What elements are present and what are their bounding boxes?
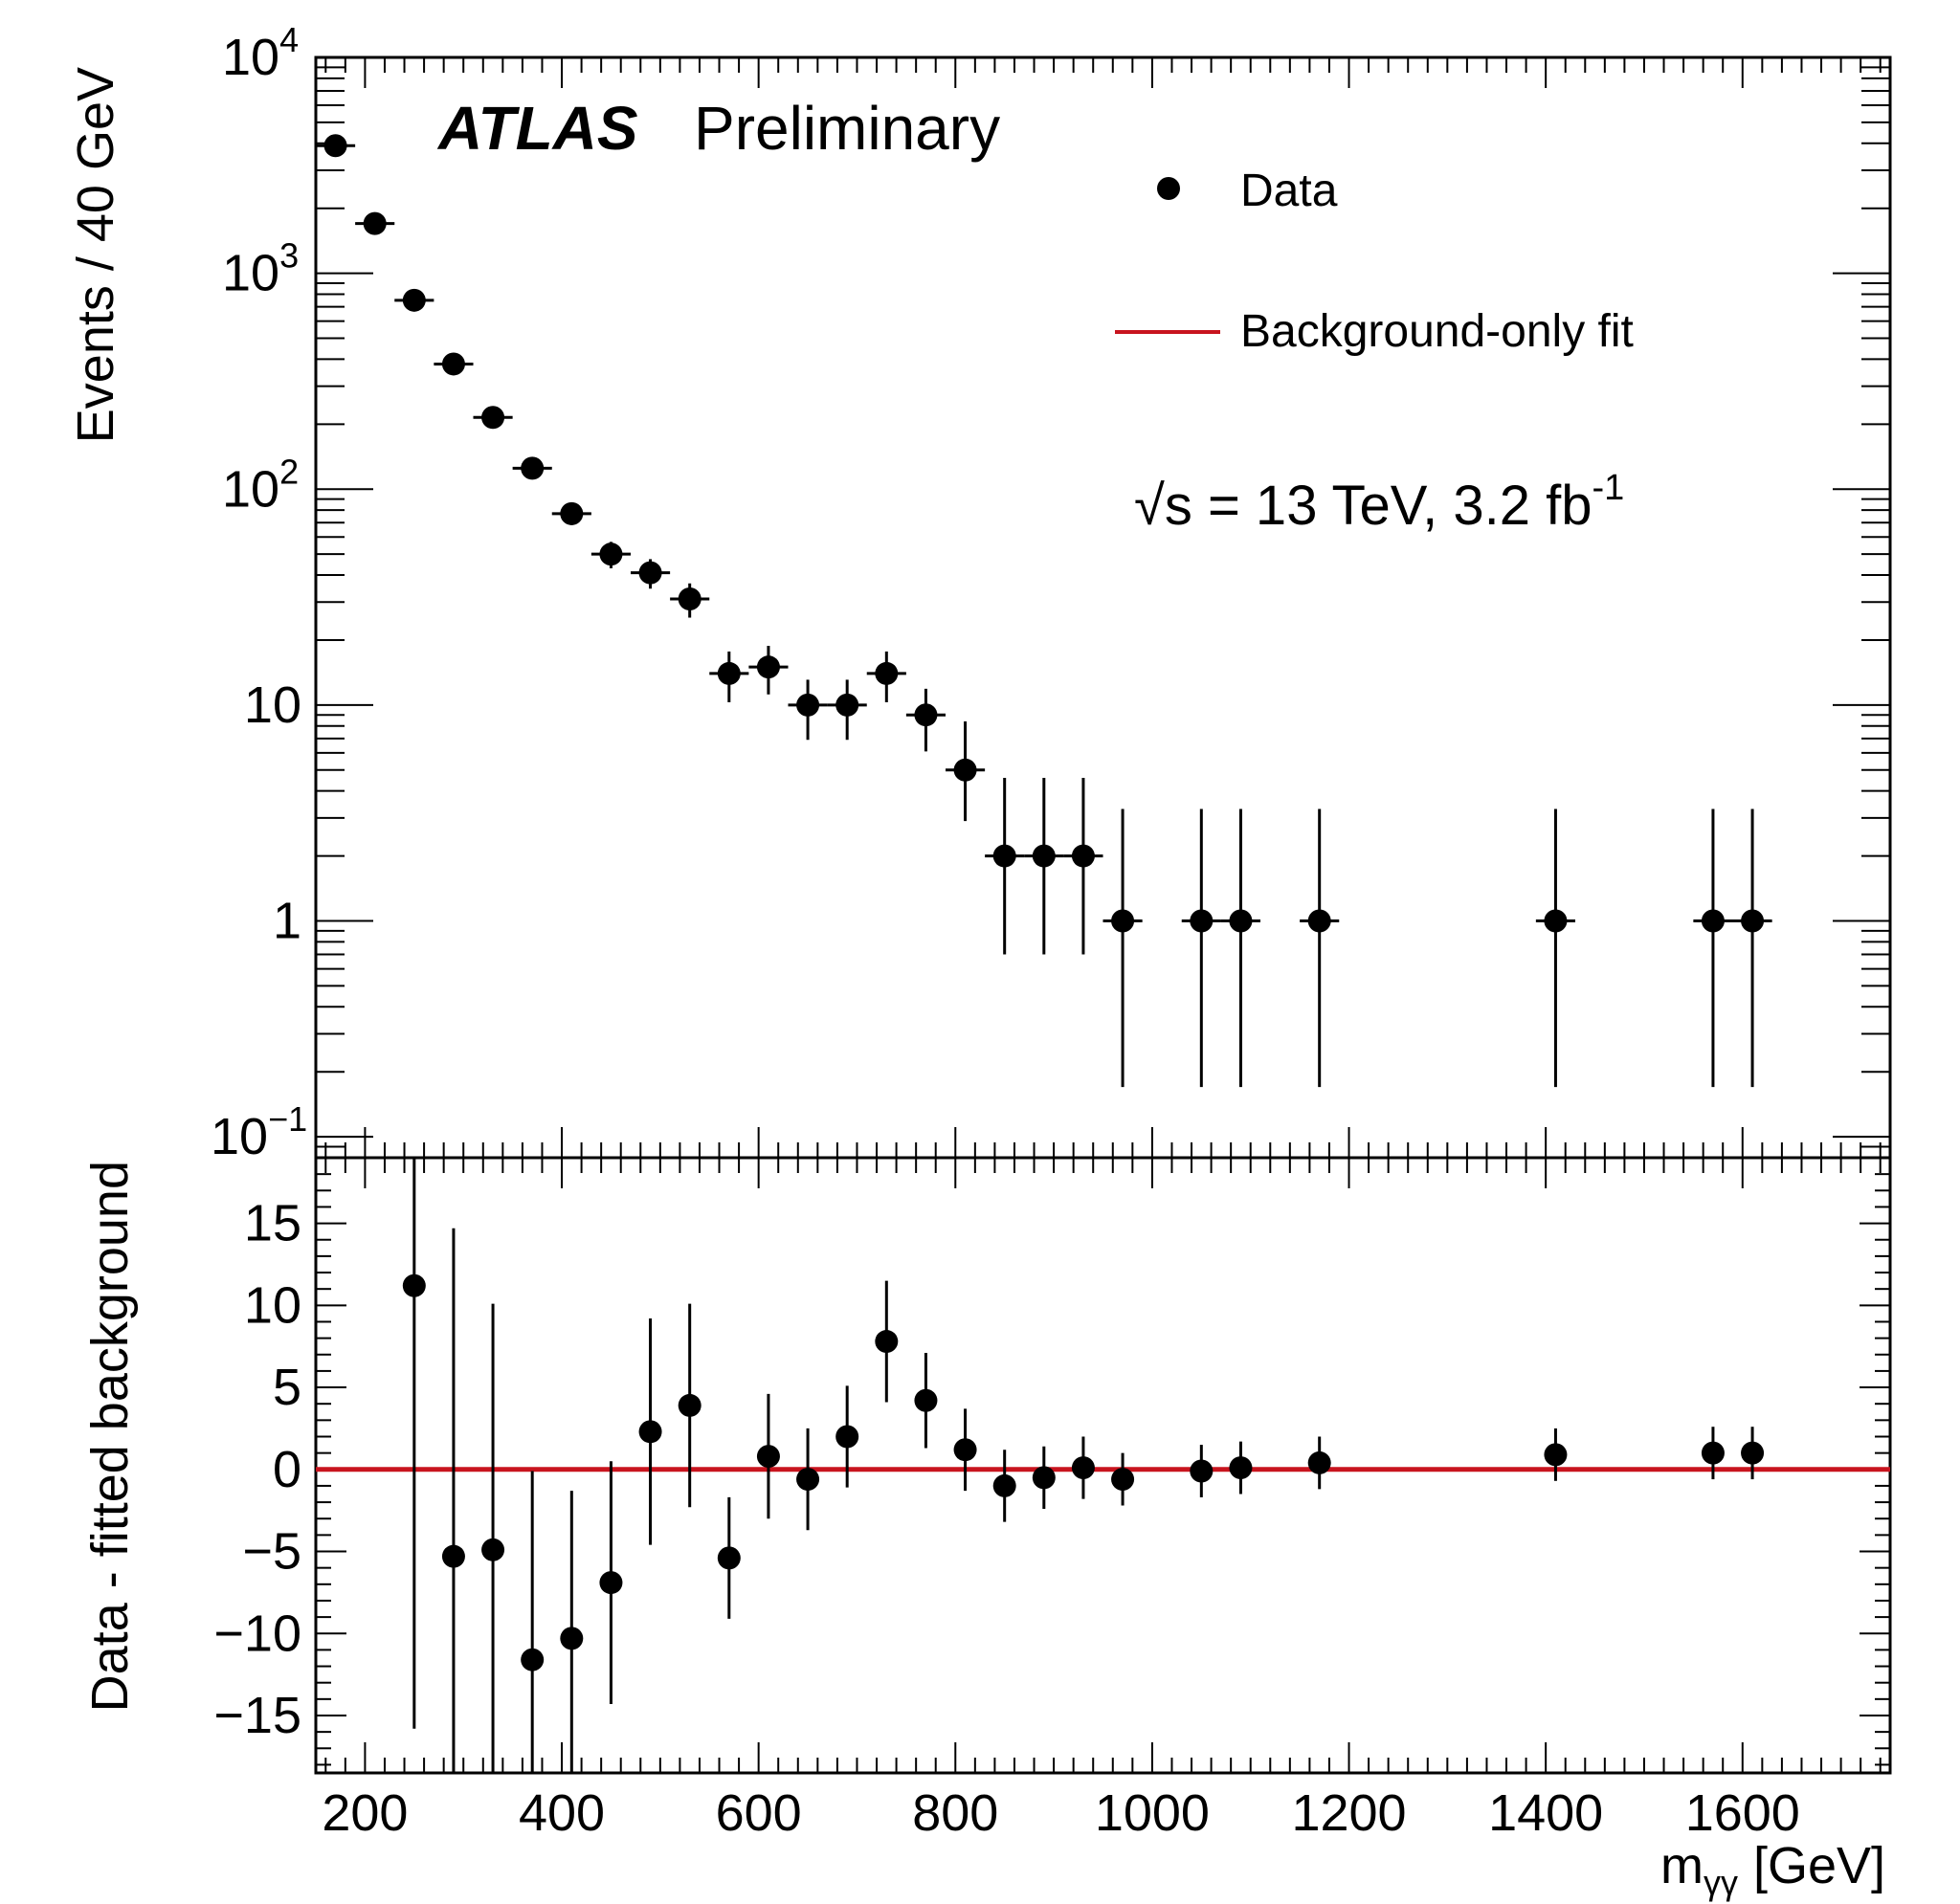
x-tick-label: 600	[716, 1784, 802, 1842]
residual-point	[717, 1546, 741, 1570]
residual-point	[914, 1388, 938, 1412]
data-point	[1307, 909, 1331, 933]
energy-label-exponent: -1	[1592, 468, 1624, 508]
data-point	[323, 134, 347, 158]
residual-point	[796, 1468, 820, 1492]
preliminary-label: Preliminary	[694, 94, 1000, 163]
bottom-panel: 200 400 600 800 1000 1200 1400 1600 −15 −10 −5 0 5 10…	[213, 1156, 1892, 1842]
y-tick-label: 104	[222, 20, 299, 86]
x-axis-title-subscript: γγ	[1704, 1863, 1738, 1902]
data-point	[402, 288, 426, 312]
top-panel: 10−1 1 10 102 103 104	[211, 20, 1892, 1165]
data-point	[796, 693, 820, 717]
data-point	[992, 844, 1016, 868]
x-axis-title-unit: [GeV]	[1753, 1837, 1885, 1894]
data-point	[875, 661, 899, 685]
energy-label: √s = 13 TeV, 3.2 fb-1	[1134, 468, 1624, 537]
x-tick-label: 400	[519, 1784, 605, 1842]
legend-fit-label: Background-only fit	[1240, 306, 1634, 357]
residual-point	[1190, 1459, 1214, 1483]
data-point	[1032, 844, 1056, 868]
residual-point	[402, 1273, 426, 1297]
atlas-label: ATLAS	[436, 94, 638, 163]
data-point	[521, 456, 545, 480]
data-point	[835, 693, 859, 717]
residual-point	[756, 1445, 780, 1469]
residual-point	[560, 1627, 584, 1650]
legend-data-marker	[1157, 177, 1180, 200]
residual-point	[1032, 1466, 1056, 1490]
x-tick-label: 800	[912, 1784, 998, 1842]
residual-point	[481, 1538, 505, 1561]
residual-point	[992, 1473, 1016, 1497]
x-tick-label: 1400	[1488, 1784, 1603, 1842]
x-tick-label: 1000	[1095, 1784, 1210, 1842]
bottom-frame	[314, 1156, 1892, 1775]
y-tick-label: 10	[244, 1276, 301, 1334]
data-point	[638, 561, 662, 585]
bottom-y-axis-title: Data - fitted background	[81, 1161, 139, 1712]
residual-point	[521, 1648, 545, 1672]
y-tick-label: 5	[273, 1359, 301, 1416]
y-tick-label: 15	[244, 1195, 301, 1252]
y-tick-label: 103	[222, 236, 299, 302]
y-tick-label: 10−1	[211, 1099, 307, 1165]
data-point	[1229, 909, 1253, 933]
y-tick-label: 1	[273, 893, 301, 950]
residual-point	[599, 1571, 623, 1595]
legend-data-label: Data	[1240, 166, 1338, 216]
data-point	[1701, 909, 1725, 933]
data-point	[441, 352, 465, 376]
data-point	[756, 655, 780, 679]
y-tick-label: −10	[213, 1605, 301, 1662]
data-point	[560, 501, 584, 525]
data-point	[1741, 909, 1765, 933]
residual-point	[1071, 1456, 1095, 1480]
data-point	[1190, 909, 1214, 933]
top-frame	[314, 55, 1892, 1160]
data-point	[914, 703, 938, 727]
residual-point	[1544, 1443, 1568, 1467]
y-tick-label: 102	[222, 452, 299, 518]
residual-point	[1741, 1441, 1765, 1465]
x-axis-title: mγγ [GeV]	[1660, 1837, 1885, 1902]
residual-point	[1229, 1456, 1253, 1480]
data-point	[481, 406, 505, 430]
energy-label-main: √s = 13 TeV, 3.2 fb	[1134, 475, 1592, 537]
y-tick-label: 0	[273, 1441, 301, 1498]
data-point	[717, 661, 741, 685]
residual-point	[638, 1420, 662, 1444]
x-tick-label: 1200	[1291, 1784, 1406, 1842]
x-tick-label: 1600	[1685, 1784, 1800, 1842]
y-tick-label: 10	[244, 676, 301, 734]
residual-point	[1307, 1450, 1331, 1474]
residual-point	[441, 1544, 465, 1568]
residual-point	[1701, 1441, 1725, 1465]
data-point	[1111, 909, 1135, 933]
data-point	[953, 758, 977, 782]
top-y-axis-title: Events / 40 GeV	[67, 67, 124, 443]
residual-point	[1111, 1468, 1135, 1492]
residual-point	[835, 1425, 859, 1449]
data-point	[678, 587, 702, 611]
residual-point	[953, 1438, 977, 1462]
data-point	[599, 542, 623, 566]
data-point	[1544, 909, 1568, 933]
y-tick-label: −5	[242, 1523, 301, 1581]
residual-point	[875, 1330, 899, 1354]
x-tick-label: 200	[322, 1784, 408, 1842]
data-point	[363, 211, 387, 235]
x-axis-title-main: m	[1660, 1837, 1704, 1894]
data-point	[1071, 844, 1095, 868]
residual-point	[678, 1393, 702, 1417]
y-tick-label: −15	[213, 1687, 301, 1744]
